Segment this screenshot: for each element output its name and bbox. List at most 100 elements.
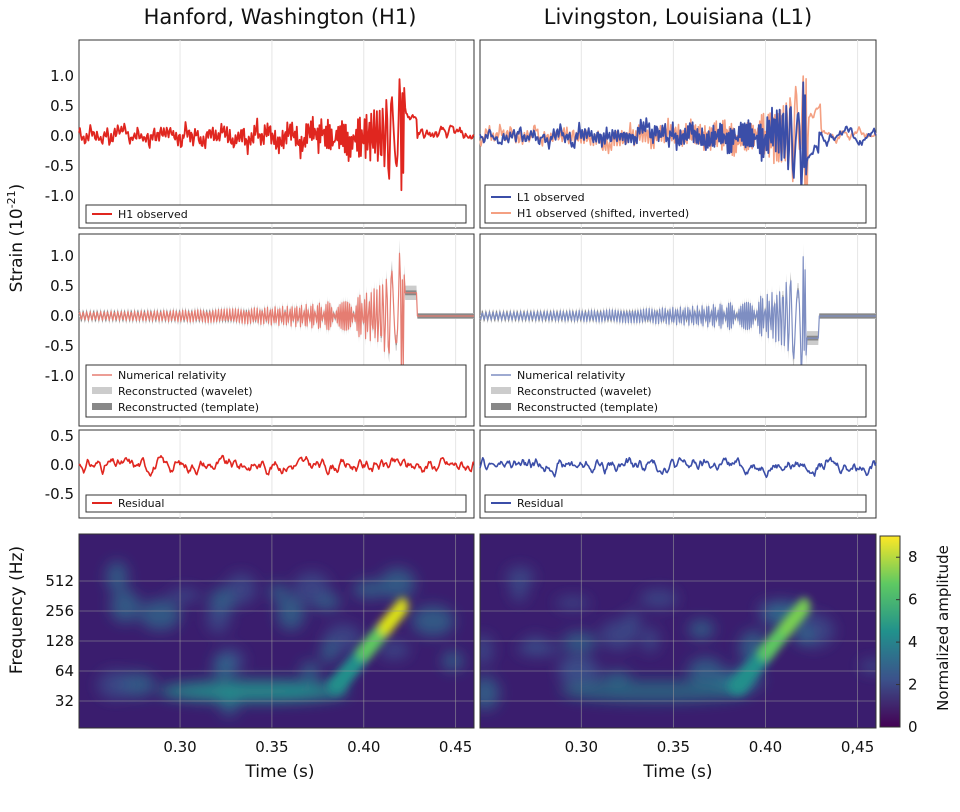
l1-blob-22 xyxy=(510,579,528,603)
l1-time-axis-label: Time (s) xyxy=(642,762,712,782)
colorbar-ticklabel-4: 0 xyxy=(908,718,918,736)
h1-freq-ytick-4: 32 xyxy=(55,692,74,710)
l1-time-tick-1: 0.35 xyxy=(657,738,690,756)
h1-strain-ytick-1: 0.5 xyxy=(50,97,74,115)
legend-l1-wavelet: Reconstructed (wavelet) xyxy=(517,385,652,398)
legend-h1-observed: H1 observed xyxy=(118,208,188,221)
h1-residual-ytick-2: -0.5 xyxy=(45,485,74,503)
l1-residual-legend: Residual xyxy=(484,494,867,513)
colorbar-ticklabel-2: 4 xyxy=(908,633,918,651)
h1-blob-5 xyxy=(411,605,455,636)
h1-strain-ytick-4: -1.0 xyxy=(45,187,74,205)
h1-blob-2 xyxy=(110,590,141,623)
l1-blob-2 xyxy=(639,589,679,609)
colorbar-ticklabel-1: 6 xyxy=(908,591,918,609)
l1-blob-24 xyxy=(558,659,602,689)
legend-h1-nr: Numerical relativity xyxy=(118,369,227,382)
h1-blob-25 xyxy=(212,654,234,680)
l1-nr-line xyxy=(479,256,876,377)
l1-time-tick-2: 0.40 xyxy=(749,738,782,756)
h1-spectrogram-frame xyxy=(78,533,475,729)
h1-time-axis-label: Time (s) xyxy=(244,762,314,782)
l1-spectrogram-panel xyxy=(479,533,877,729)
legend-l1-template: Reconstructed (template) xyxy=(517,401,658,414)
h1-spectrogram-panel xyxy=(78,533,475,729)
h1-residual-ytick-0: 0.5 xyxy=(50,427,74,445)
l1-blob-11 xyxy=(555,596,590,610)
legend-l1-observed: L1 observed xyxy=(517,191,585,204)
l1-time-tick-3: 0,45 xyxy=(841,738,874,756)
h1-recon-ytick-2: 0.0 xyxy=(50,307,74,325)
h1-strain-panel xyxy=(78,39,475,229)
h1-strain-ytick-0: 1.0 xyxy=(50,67,74,85)
h1-recon-ytick-0: 1.0 xyxy=(50,247,74,265)
l1-blob-16 xyxy=(480,676,500,711)
h1-strain-ytick-2: 0.0 xyxy=(50,127,74,145)
h1-time-tick-1: 0.35 xyxy=(255,738,288,756)
l1-strain-legend: L1 observed H1 observed (shifted, invert… xyxy=(484,184,867,224)
h1-spectrogram-content xyxy=(79,534,474,728)
strain-label-base: Strain (10 xyxy=(7,208,27,292)
h1-lowband xyxy=(158,680,349,703)
colorbar: 8 6 4 2 0 Normalized amplitude xyxy=(879,535,952,736)
h1-column-title: Hanford, Washington (H1) xyxy=(144,5,417,29)
strain-label-exponent: -21 xyxy=(5,190,18,208)
h1-time-tick-3: 0.45 xyxy=(439,738,472,756)
legend-h1-residual: Residual xyxy=(118,497,164,510)
h1-freq-ytick-1: 256 xyxy=(45,602,74,620)
h1-blob-20 xyxy=(269,583,288,602)
h1-blob-16 xyxy=(106,561,128,593)
h1-nr-line xyxy=(78,252,474,379)
h1-freq-ytick-3: 64 xyxy=(55,662,74,680)
l1-lowband xyxy=(559,680,750,703)
h1-recon-ytick-4: -1.0 xyxy=(45,367,74,385)
l1-blob-12 xyxy=(793,626,815,645)
l1-spectrogram-frame xyxy=(479,533,877,729)
h1-time-tick-2: 0.40 xyxy=(347,738,380,756)
h1-blob-18 xyxy=(300,661,320,682)
l1-blob-14 xyxy=(506,566,535,588)
l1-blob-8 xyxy=(688,619,715,639)
h1-spectrogram-blobs xyxy=(97,561,464,717)
h1-blob-21 xyxy=(276,595,305,631)
l1-blob-0 xyxy=(687,657,724,686)
l1-blob-19 xyxy=(600,619,637,651)
h1-blob-15 xyxy=(378,640,410,660)
colorbar-gradient xyxy=(879,535,901,728)
l1-column-title: Livingston, Louisiana (L1) xyxy=(544,5,812,29)
l1-blob-25 xyxy=(603,670,631,684)
strain-axis-label: Strain (10-21) xyxy=(5,184,27,293)
legend-l1-residual: Residual xyxy=(517,497,563,510)
h1-strain-ytick-3: -0.5 xyxy=(45,157,74,175)
h1-recon-ytick-3: -0.5 xyxy=(45,337,74,355)
l1-blob-5 xyxy=(859,659,876,674)
l1-reconstruction-legend: Numerical relativity Reconstructed (wave… xyxy=(484,364,867,418)
h1-blob-19 xyxy=(320,641,338,663)
l1-chirp-seg-19 xyxy=(798,597,811,616)
h1-recon-ytick-1: 0.5 xyxy=(50,277,74,295)
h1-blob-11 xyxy=(442,651,464,671)
frequency-axis-label: Frequency (Hz) xyxy=(7,546,27,674)
h1-residual-legend: Residual xyxy=(85,494,467,513)
l1-time-tick-0: 0.30 xyxy=(565,738,598,756)
h1-time-tick-0: 0.30 xyxy=(163,738,196,756)
h1-strain-legend: H1 observed xyxy=(85,204,467,224)
h1-chirp-seg-19 xyxy=(396,597,409,616)
l1-blob-15 xyxy=(524,635,546,653)
legend-h1-template: Reconstructed (template) xyxy=(118,401,259,414)
h1-blob-10 xyxy=(167,588,201,603)
h1-strain-frame xyxy=(78,39,475,229)
h1-blob-6 xyxy=(293,572,330,603)
legend-h1-shifted: H1 observed (shifted, inverted) xyxy=(517,207,689,220)
h1-blob-12 xyxy=(97,670,133,700)
colorbar-ticklabel-3: 2 xyxy=(908,676,918,694)
h1-freq-ytick-0: 512 xyxy=(45,572,74,590)
l1-residual-line xyxy=(479,456,877,479)
h1-reconstruction-legend: Numerical relativity Reconstructed (wave… xyxy=(85,364,467,418)
l1-observed-line xyxy=(479,81,877,194)
l1-blob-18 xyxy=(640,627,660,653)
h1-blob-24 xyxy=(352,580,386,599)
strain-label-close: ) xyxy=(7,184,27,191)
h1-blob-4 xyxy=(139,599,181,631)
